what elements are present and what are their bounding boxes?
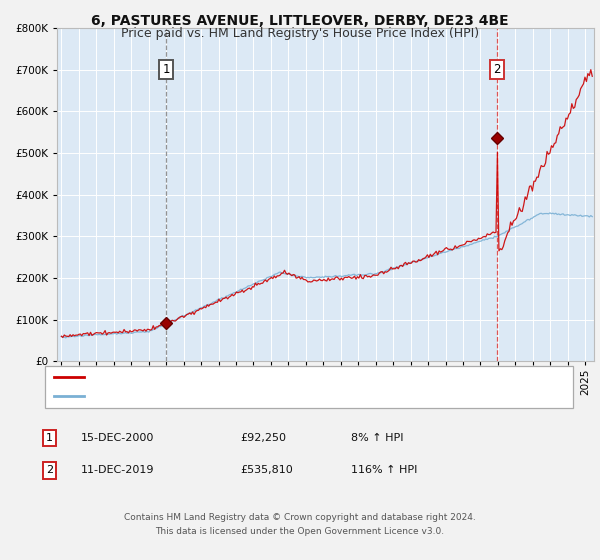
Text: £535,810: £535,810: [240, 465, 293, 475]
Text: This data is licensed under the Open Government Licence v3.0.: This data is licensed under the Open Gov…: [155, 528, 445, 536]
Text: 1: 1: [163, 63, 170, 76]
Text: HPI: Average price, detached house, City of Derby: HPI: Average price, detached house, City…: [90, 391, 370, 401]
Text: Price paid vs. HM Land Registry's House Price Index (HPI): Price paid vs. HM Land Registry's House …: [121, 27, 479, 40]
Text: Contains HM Land Registry data © Crown copyright and database right 2024.: Contains HM Land Registry data © Crown c…: [124, 513, 476, 522]
Text: 6, PASTURES AVENUE, LITTLEOVER, DERBY, DE23 4BE: 6, PASTURES AVENUE, LITTLEOVER, DERBY, D…: [91, 14, 509, 28]
Text: 15-DEC-2000: 15-DEC-2000: [81, 433, 154, 443]
Text: 6, PASTURES AVENUE, LITTLEOVER, DERBY, DE23 4BE (detached house): 6, PASTURES AVENUE, LITTLEOVER, DERBY, D…: [90, 372, 491, 382]
Text: 11-DEC-2019: 11-DEC-2019: [81, 465, 155, 475]
Text: 116% ↑ HPI: 116% ↑ HPI: [351, 465, 418, 475]
Text: 8% ↑ HPI: 8% ↑ HPI: [351, 433, 404, 443]
Text: 2: 2: [494, 63, 501, 76]
Text: 1: 1: [46, 433, 53, 443]
Text: £92,250: £92,250: [240, 433, 286, 443]
Text: 2: 2: [46, 465, 53, 475]
